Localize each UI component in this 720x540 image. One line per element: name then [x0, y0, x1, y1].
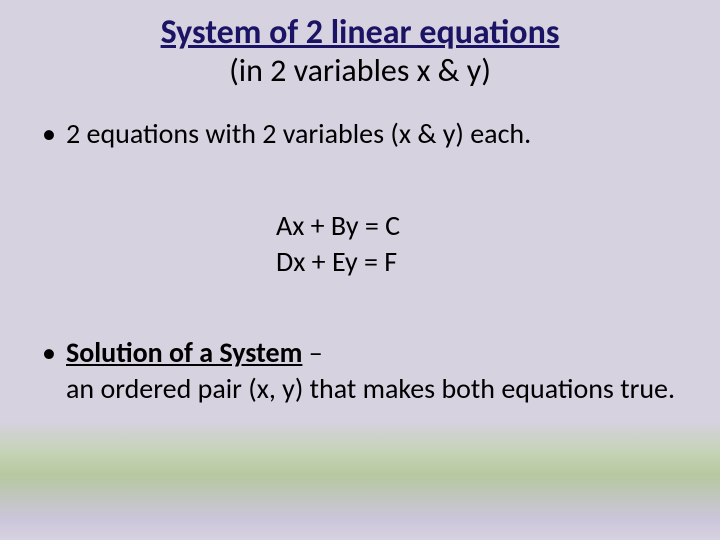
equation-line: Dx + Ey = F	[276, 244, 680, 280]
bullet-list-1: 2 equations with 2 variables (x & y) eac…	[40, 116, 680, 152]
equation-line: Ax + By = C	[276, 208, 680, 244]
bullet-item: Solution of a System –	[40, 335, 680, 371]
solution-body: an ordered pair (x, y) that makes both e…	[40, 371, 680, 407]
bullet-text: 2 equations with 2 variables (x & y) eac…	[66, 116, 531, 151]
slide: System of 2 linear equations (in 2 varia…	[0, 0, 720, 540]
solution-term: Solution of a System	[66, 335, 302, 370]
solution-dash: –	[302, 335, 322, 370]
bullet-item: 2 equations with 2 variables (x & y) eac…	[40, 116, 680, 152]
slide-body: 2 equations with 2 variables (x & y) eac…	[40, 116, 680, 407]
equation-block: Ax + By = C Dx + Ey = F	[40, 208, 680, 280]
bullet-list-2: Solution of a System –	[40, 335, 680, 371]
title-block: System of 2 linear equations (in 2 varia…	[40, 12, 680, 90]
slide-subtitle: (in 2 variables x & y)	[40, 51, 680, 90]
slide-title: System of 2 linear equations	[161, 12, 560, 53]
